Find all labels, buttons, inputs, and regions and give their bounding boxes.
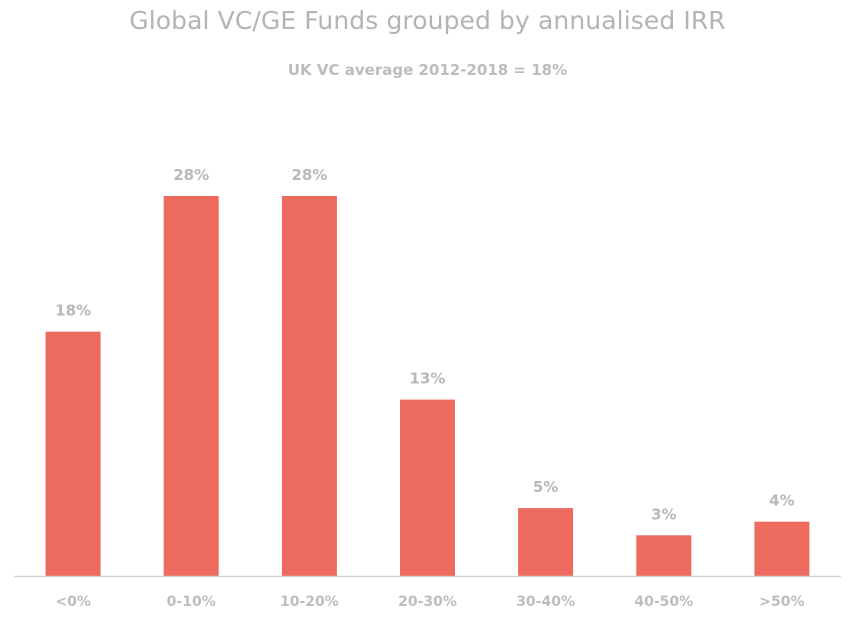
x-tick-labels-group: <0% 0-10% 10-20% 20-30% 30-40% 40-50% >50% [55,594,804,610]
data-label-1: 28% [173,166,209,184]
x-tick-label-4: 30-40% [516,594,575,610]
data-label-0: 18% [55,302,91,320]
chart-title: Global VC/GE Funds grouped by annualised… [129,6,726,35]
x-tick-label-2: 10-20% [280,594,339,610]
bar-4 [518,508,574,576]
bar-5 [636,535,692,576]
data-label-4: 5% [533,478,558,496]
bar-6 [754,521,810,576]
x-tick-label-6: >50% [759,594,804,610]
x-tick-label-5: 40-50% [634,594,693,610]
bars-group [45,196,810,576]
data-label-5: 3% [651,505,676,523]
chart-subtitle: UK VC average 2012-2018 = 18% [287,61,568,79]
x-tick-label-1: 0-10% [167,594,216,610]
bar-0 [45,331,101,576]
data-labels-group: 18% 28% 28% 13% 5% 3% 4% [55,166,794,523]
bar-3 [400,399,455,576]
data-label-2: 28% [291,166,327,184]
data-label-6: 4% [769,492,794,510]
x-tick-label-3: 20-30% [398,594,457,610]
bar-1 [163,196,219,576]
data-label-3: 13% [410,370,446,388]
x-tick-label-0: <0% [55,594,91,610]
bar-2 [281,196,337,576]
